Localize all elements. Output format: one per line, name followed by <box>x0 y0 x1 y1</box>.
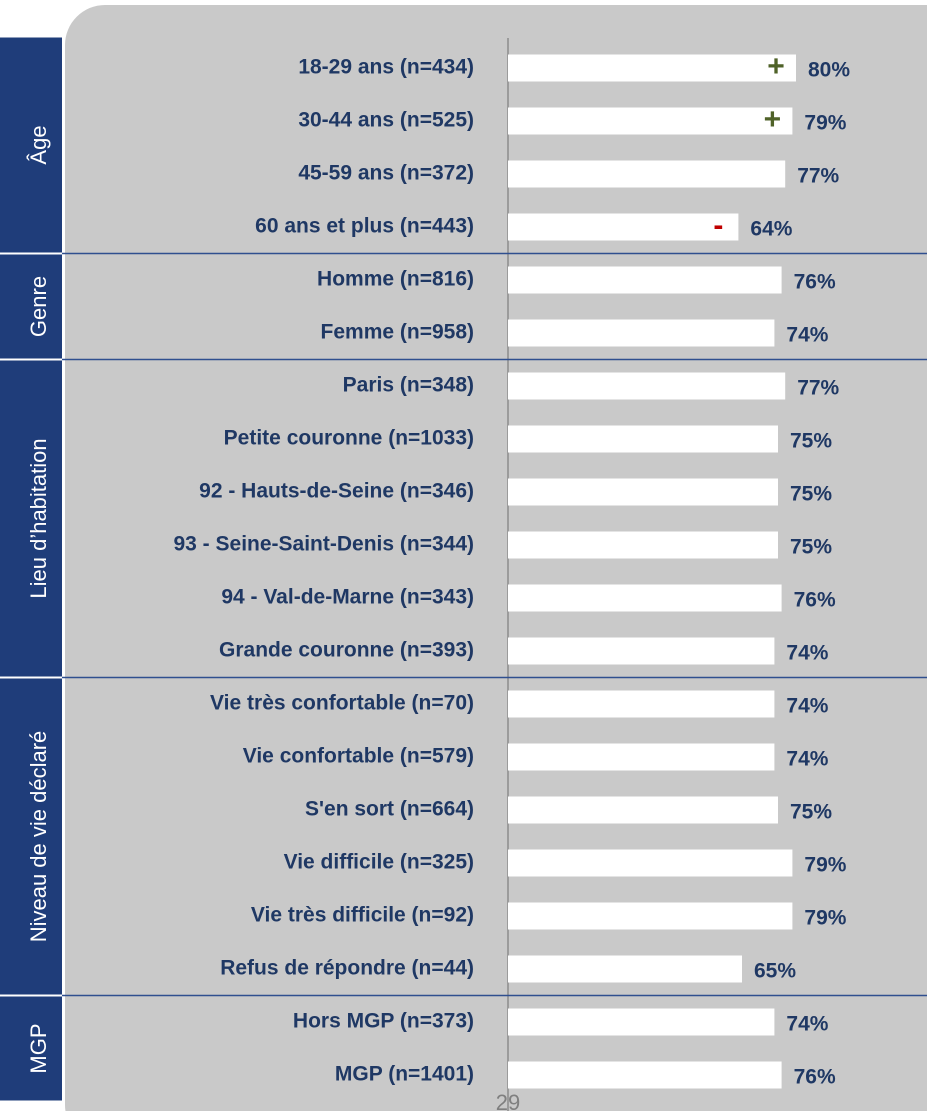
category-label: Paris (n=348) <box>343 374 474 397</box>
category-label: 45-59 ans (n=372) <box>298 162 474 185</box>
group-band <box>0 37 62 253</box>
category-label: Vie difficile (n=325) <box>284 851 474 874</box>
value-label: 74% <box>786 748 828 771</box>
category-label: Petite couronne (n=1033) <box>224 427 474 450</box>
value-label: 65% <box>754 960 796 983</box>
bar <box>508 531 778 559</box>
bar <box>508 213 739 241</box>
value-label: 77% <box>797 377 839 400</box>
bar <box>508 266 782 294</box>
value-label: 76% <box>794 589 836 612</box>
value-label: 74% <box>786 695 828 718</box>
bar <box>508 319 775 347</box>
bar <box>508 1008 775 1036</box>
bar <box>508 107 793 135</box>
category-label: 94 - Val-de-Marne (n=343) <box>221 586 474 609</box>
bar <box>508 743 775 771</box>
bar <box>508 425 778 453</box>
group-band <box>0 678 62 995</box>
category-label: Refus de répondre (n=44) <box>220 957 474 980</box>
value-label: 75% <box>790 536 832 559</box>
significance-marker: + <box>764 103 782 136</box>
category-label: 93 - Seine-Saint-Denis (n=344) <box>173 533 474 556</box>
bar <box>508 372 786 400</box>
category-label: Homme (n=816) <box>317 268 474 291</box>
category-label: Vie très confortable (n=70) <box>210 692 474 715</box>
value-label: 75% <box>790 483 832 506</box>
group-label: Niveau de vie déclaré <box>26 731 51 943</box>
category-label: 18-29 ans (n=434) <box>298 56 474 79</box>
category-label: Hors MGP (n=373) <box>293 1010 474 1033</box>
category-label: 60 ans et plus (n=443) <box>255 215 474 238</box>
category-label: MGP (n=1401) <box>335 1063 474 1086</box>
value-label: 76% <box>794 271 836 294</box>
bar <box>508 796 778 824</box>
category-label: Grande couronne (n=393) <box>219 639 474 662</box>
category-label: 30-44 ans (n=525) <box>298 109 474 132</box>
value-label: 80% <box>808 59 850 82</box>
category-label: Vie très difficile (n=92) <box>251 904 474 927</box>
value-label: 75% <box>790 801 832 824</box>
bar <box>508 54 796 82</box>
group-label: Lieu d’habitation <box>26 438 51 598</box>
bar <box>508 690 775 718</box>
value-label: 76% <box>794 1066 836 1089</box>
bar <box>508 584 782 612</box>
group-label: Genre <box>26 276 51 337</box>
value-label: 74% <box>786 324 828 347</box>
category-label: Femme (n=958) <box>321 321 474 344</box>
category-label: S'en sort (n=664) <box>305 798 474 821</box>
bar <box>508 160 786 188</box>
page-number: 29 <box>496 1090 520 1111</box>
value-label: 75% <box>790 430 832 453</box>
bar <box>508 478 778 506</box>
category-label: Vie confortable (n=579) <box>243 745 474 768</box>
group-label: Âge <box>26 125 51 164</box>
significance-marker: + <box>767 50 785 83</box>
value-label: 74% <box>786 1013 828 1036</box>
group-band <box>0 360 62 677</box>
bar <box>508 1061 782 1089</box>
value-label: 79% <box>804 907 846 930</box>
value-label: 77% <box>797 165 839 188</box>
category-label: 92 - Hauts-de-Seine (n=346) <box>199 480 474 503</box>
bar <box>508 955 742 983</box>
significance-marker: - <box>713 209 723 242</box>
group-band <box>0 254 62 359</box>
value-label: 64% <box>750 218 792 241</box>
bar <box>508 849 793 877</box>
group-band <box>0 996 62 1101</box>
bar <box>508 637 775 665</box>
bar <box>508 902 793 930</box>
value-label: 79% <box>804 854 846 877</box>
value-label: 74% <box>786 642 828 665</box>
group-label: MGP <box>26 1023 51 1073</box>
value-label: 79% <box>804 112 846 135</box>
